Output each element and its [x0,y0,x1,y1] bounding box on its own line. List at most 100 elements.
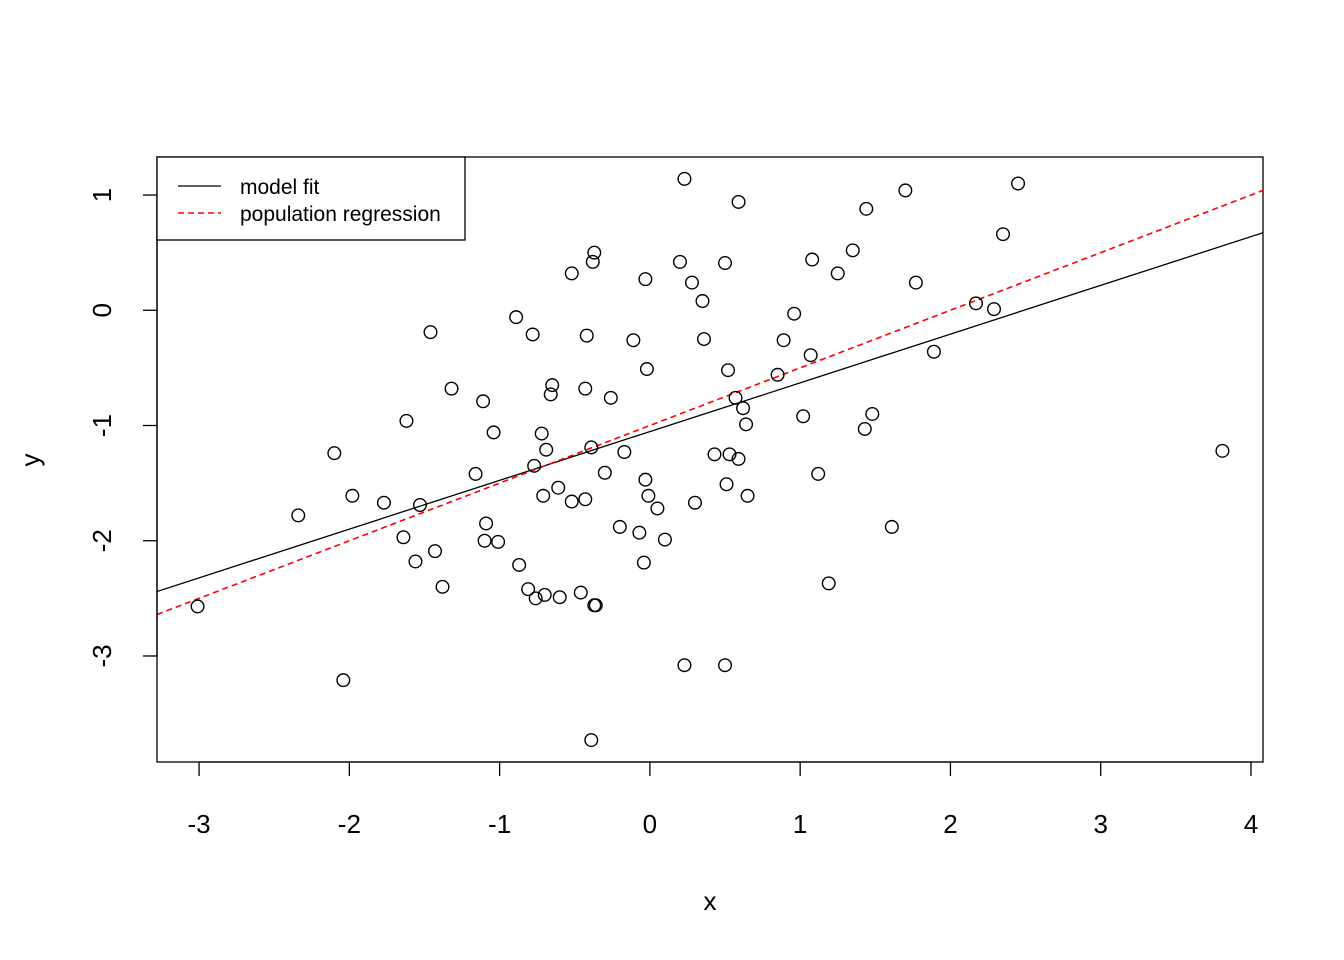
data-point [803,348,818,363]
data-point [650,501,665,516]
data-point [805,252,820,267]
data-point [638,472,653,487]
data-point [695,294,710,309]
data-point [327,446,342,461]
x-tick-label: -1 [488,809,511,839]
data-point [584,440,599,455]
data-points [190,171,1230,748]
x-tick-label: 2 [943,809,957,839]
data-point [926,344,941,359]
data-point [770,367,785,382]
x-tick-label: 1 [793,809,807,839]
data-point [528,591,543,606]
data-point [898,183,913,198]
data-point [408,554,423,569]
data-point [1011,176,1026,191]
data-point [509,310,524,325]
data-point [626,333,641,348]
data-point [486,425,501,440]
data-point [534,426,549,441]
data-point [641,488,656,503]
y-axis: -3 -2 -1 0 1 [87,188,158,668]
data-point [539,442,554,457]
data-point [865,406,880,421]
y-tick-label: -2 [87,529,117,552]
data-point [739,417,754,432]
data-point [718,658,733,673]
data-point [1215,443,1230,458]
legend: model fit population regression [156,156,466,241]
data-point [908,275,923,290]
data-point [677,171,692,186]
data-point [476,394,491,409]
data-point [512,557,527,572]
data-point [776,333,791,348]
data-point [291,508,306,523]
data-point [811,466,826,481]
data-point [736,401,751,416]
population-regression-line [157,189,1263,616]
data-point [564,494,579,509]
data-point [845,243,860,258]
data-point [636,555,651,570]
x-tick-label: -2 [338,809,361,839]
data-point [444,381,459,396]
data-point [796,409,811,424]
data-point [996,227,1011,242]
data-point [987,302,1002,317]
data-point [545,378,560,393]
data-point [968,296,983,311]
data-point [423,325,438,340]
data-point [830,266,845,281]
data-point [573,585,588,600]
regression-lines [157,189,1263,616]
data-point [722,447,737,462]
data-point [376,495,391,510]
data-point [707,447,722,462]
data-point [578,492,593,507]
data-point [639,362,654,377]
data-point [821,576,836,591]
y-tick-label: -1 [87,414,117,437]
data-point [468,466,483,481]
data-point [740,488,755,503]
x-tick-label: -3 [188,809,211,839]
data-point [428,544,443,559]
y-tick-label: 1 [87,188,117,202]
x-tick-label: 3 [1093,809,1107,839]
data-point [412,498,427,513]
data-point [719,477,734,492]
data-point [612,519,627,534]
data-point [859,201,874,216]
y-axis-label: y [15,454,45,467]
data-point [521,582,536,597]
data-point [731,451,746,466]
data-point [435,579,450,594]
data-point [585,254,600,269]
x-axis: -3 -2 -1 0 1 2 3 4 [188,761,1258,839]
data-point [190,599,205,614]
data-point [731,194,746,209]
legend-model-fit-label: model fit [240,176,320,199]
data-point [632,525,647,540]
data-point [491,534,506,549]
data-point [603,390,618,405]
data-point [638,272,653,287]
data-point [537,587,552,602]
data-point [718,256,733,271]
x-axis-label: x [704,886,717,916]
data-point [399,413,414,428]
data-point [479,516,494,531]
y-tick-label: 0 [87,303,117,317]
data-point [587,245,602,260]
data-point [787,306,802,321]
data-point [345,488,360,503]
data-point [543,387,558,402]
data-point [584,733,599,748]
data-point [721,363,736,378]
x-tick-label: 4 [1244,809,1258,839]
data-point [684,275,699,290]
y-tick-label: -3 [87,644,117,667]
legend-population-regression-label: population regression [240,203,441,226]
